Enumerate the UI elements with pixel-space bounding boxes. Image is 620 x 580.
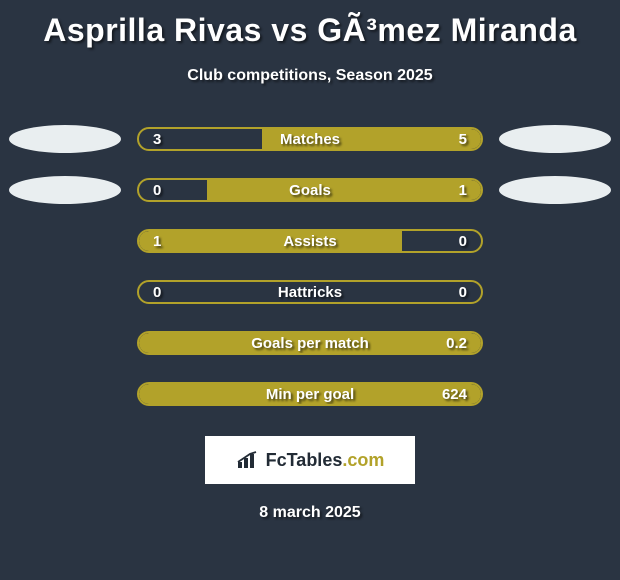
stat-bar: 1 0 Assists [137, 229, 483, 253]
stat-label: Goals [289, 182, 331, 199]
bar-fill-right [207, 180, 481, 200]
stat-value-left: 0 [153, 182, 161, 199]
stat-row: 0 1 Goals [8, 176, 612, 204]
stat-value-right: 0 [459, 233, 467, 250]
player-right-ellipse [499, 125, 611, 153]
stat-row: 0.2 Goals per match [8, 329, 612, 357]
stat-value-left: 3 [153, 131, 161, 148]
right-slot [499, 380, 611, 408]
left-slot [9, 227, 121, 255]
logo-text-a: FcTables [266, 450, 343, 470]
logo-text-b: .com [342, 450, 384, 470]
bar-fill-left [139, 231, 402, 251]
logo-text: FcTables.com [266, 450, 385, 471]
stat-label: Goals per match [251, 335, 369, 352]
stat-bar: 0 1 Goals [137, 178, 483, 202]
right-slot [499, 176, 611, 204]
stat-bar: 0.2 Goals per match [137, 331, 483, 355]
stat-value-right: 0 [459, 284, 467, 301]
stat-label: Matches [280, 131, 340, 148]
stat-value-right: 1 [459, 182, 467, 199]
stat-label: Assists [283, 233, 336, 250]
stat-value-right: 5 [459, 131, 467, 148]
right-slot [499, 125, 611, 153]
stat-label: Min per goal [266, 386, 354, 403]
player-right-ellipse [499, 176, 611, 204]
stat-row: 1 0 Assists [8, 227, 612, 255]
stat-value-right: 624 [442, 386, 467, 403]
left-slot [9, 380, 121, 408]
stat-value-left: 0 [153, 284, 161, 301]
page-title: Asprilla Rivas vs GÃ³mez Miranda [0, 0, 620, 49]
player-left-ellipse [9, 125, 121, 153]
stat-bar: 0 0 Hattricks [137, 280, 483, 304]
stat-row: 3 5 Matches [8, 125, 612, 153]
right-slot [499, 227, 611, 255]
right-slot [499, 329, 611, 357]
footer-date: 8 march 2025 [0, 504, 620, 522]
stat-row: 0 0 Hattricks [8, 278, 612, 306]
left-slot [9, 176, 121, 204]
left-slot [9, 278, 121, 306]
left-slot [9, 125, 121, 153]
page-subtitle: Club competitions, Season 2025 [0, 67, 620, 85]
chart-icon [236, 450, 262, 470]
stat-bar: 3 5 Matches [137, 127, 483, 151]
stats-container: 3 5 Matches 0 1 Goals 1 0 Assists 0 0 Hattricks 0.2 G… [0, 125, 620, 408]
left-slot [9, 329, 121, 357]
stat-row: 624 Min per goal [8, 380, 612, 408]
stat-value-left: 1 [153, 233, 161, 250]
right-slot [499, 278, 611, 306]
stat-label: Hattricks [278, 284, 342, 301]
stat-value-right: 0.2 [446, 335, 467, 352]
logo-box: FcTables.com [205, 436, 415, 484]
player-left-ellipse [9, 176, 121, 204]
stat-bar: 624 Min per goal [137, 382, 483, 406]
